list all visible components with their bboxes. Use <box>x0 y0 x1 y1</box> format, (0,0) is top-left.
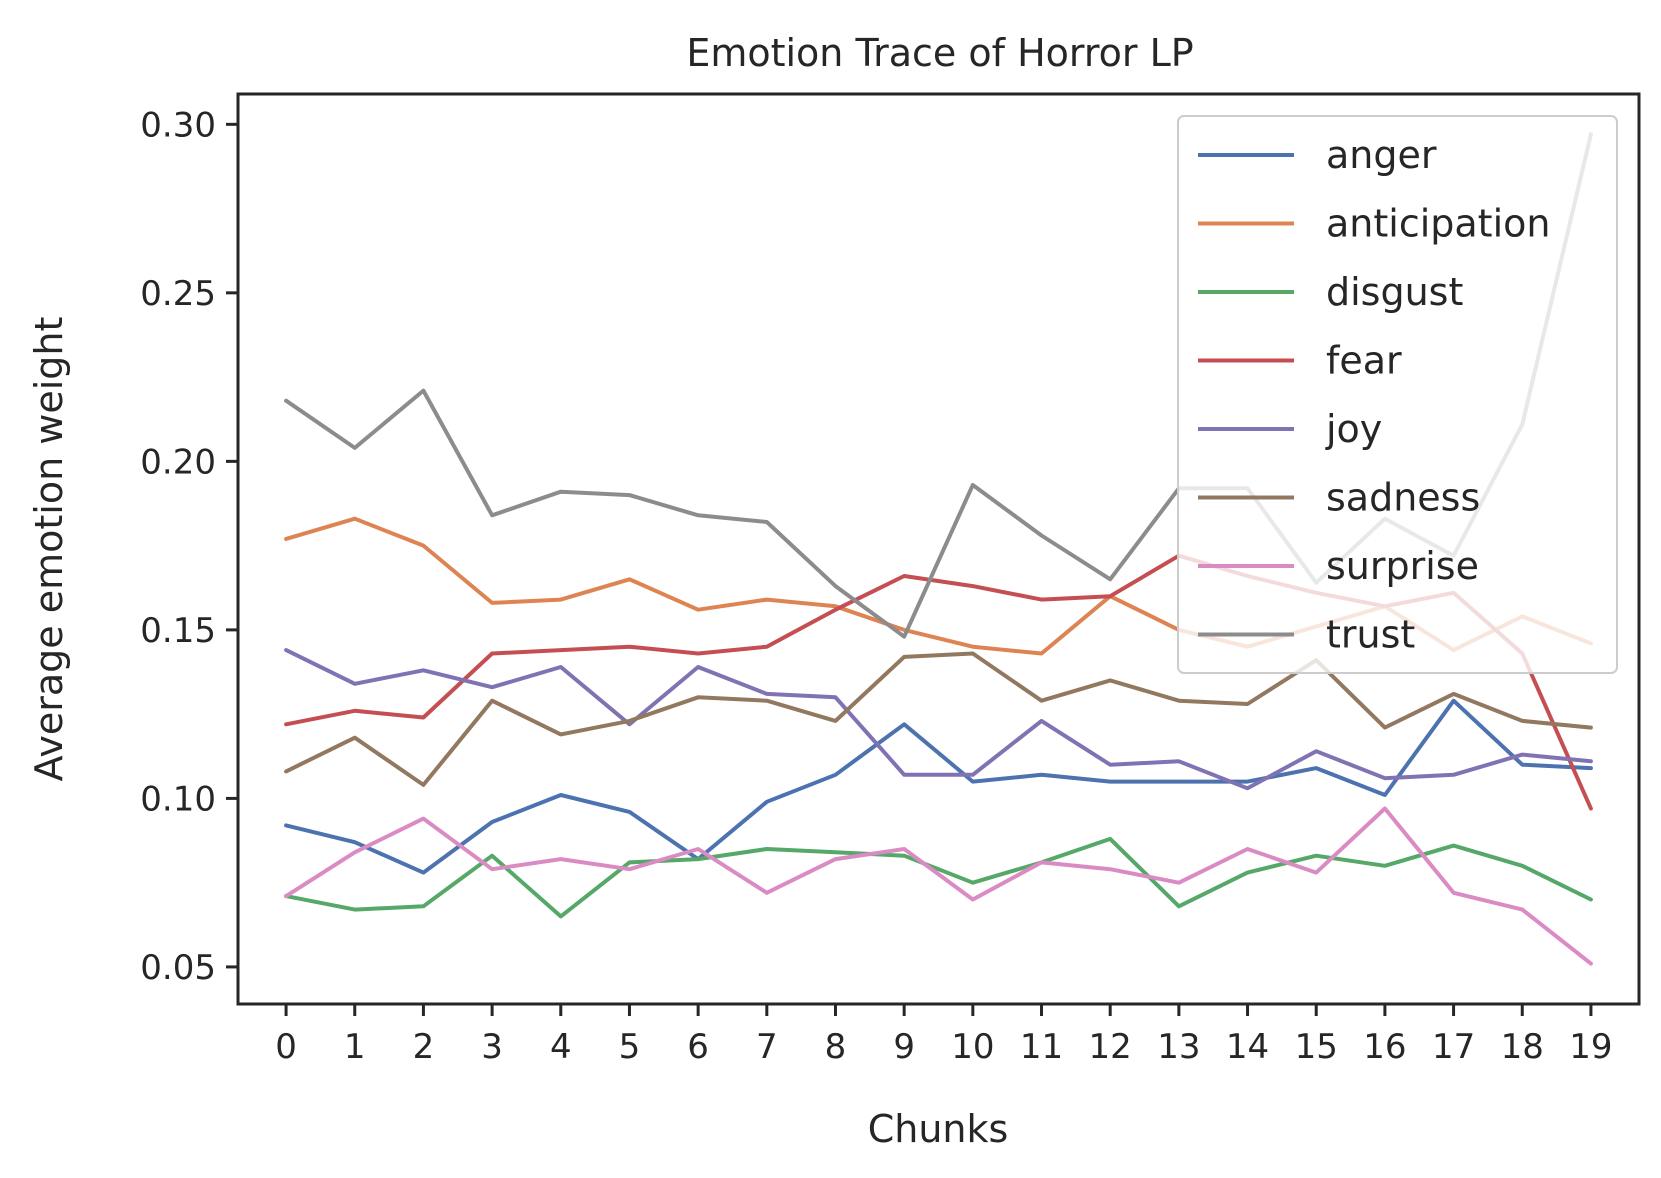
x-tick-label: 12 <box>1089 1027 1132 1067</box>
x-tick-label: 4 <box>550 1027 572 1067</box>
x-tick-label: 10 <box>951 1027 994 1067</box>
legend-box <box>1177 115 1618 674</box>
legend-label-disgust: disgust <box>1326 270 1463 314</box>
y-tick-label: 0.30 <box>140 105 216 145</box>
x-tick-label: 15 <box>1295 1027 1338 1067</box>
y-axis: 0.05 0.10 0.15 0.20 0.25 0.30 <box>140 105 238 988</box>
y-axis-label: Average emotion weight <box>27 317 71 782</box>
legend-label-fear: fear <box>1326 339 1402 383</box>
x-tick-label: 13 <box>1157 1027 1200 1067</box>
y-tick-label: 0.15 <box>140 611 216 651</box>
x-tick-label: 11 <box>1020 1027 1063 1067</box>
x-tick-label: 17 <box>1432 1027 1475 1067</box>
x-tick-label: 14 <box>1226 1027 1269 1067</box>
legend-label-anger: anger <box>1326 133 1437 177</box>
series-line-surprise <box>284 806 1593 966</box>
y-tick-label: 0.10 <box>140 779 216 819</box>
x-tick-label: 8 <box>825 1027 847 1067</box>
x-tick-label: 9 <box>893 1027 915 1067</box>
y-tick-label: 0.20 <box>140 442 216 482</box>
legend-label-sadness: sadness <box>1326 476 1480 520</box>
x-tick-label: 7 <box>756 1027 778 1067</box>
legend-label-surprise: surprise <box>1326 544 1479 588</box>
y-tick-label: 0.25 <box>140 274 216 314</box>
x-tick-label: 19 <box>1569 1027 1612 1067</box>
x-tick-label: 16 <box>1363 1027 1406 1067</box>
x-tick-label: 3 <box>481 1027 503 1067</box>
x-tick-label: 2 <box>413 1027 435 1067</box>
x-axis: 0 1 2 3 4 5 6 7 8 9 10 11 12 13 14 15 16 17 18 19 <box>275 1004 1613 1067</box>
x-tick-label: 6 <box>687 1027 709 1067</box>
series-line-joy <box>284 648 1593 791</box>
x-tick-label: 1 <box>344 1027 366 1067</box>
y-tick-label: 0.05 <box>140 948 216 988</box>
series-line-disgust <box>284 836 1593 919</box>
series-line-anger <box>284 698 1593 875</box>
chart-title: Emotion Trace of Horror LP <box>686 31 1193 75</box>
x-tick-label: 18 <box>1501 1027 1544 1067</box>
legend-label-trust: trust <box>1326 613 1415 657</box>
x-axis-label: Chunks <box>868 1107 1009 1151</box>
legend-label-anticipation: anticipation <box>1326 202 1550 246</box>
plot-frame <box>236 92 1641 1006</box>
x-tick-label: 5 <box>619 1027 641 1067</box>
series-line-sadness <box>284 651 1593 787</box>
legend-label-joy: joy <box>1325 407 1382 451</box>
legend: anger anticipation disgust fear joy sadness su… <box>1177 115 1618 674</box>
x-tick-label: 0 <box>275 1027 297 1067</box>
series-lines <box>284 132 1593 966</box>
